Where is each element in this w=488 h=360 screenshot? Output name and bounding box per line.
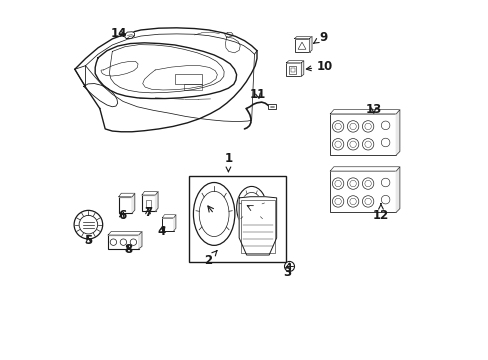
Polygon shape: [162, 215, 176, 218]
Polygon shape: [395, 110, 399, 155]
Circle shape: [284, 261, 294, 271]
Bar: [108, 235, 139, 249]
Bar: [329, 114, 395, 155]
Bar: [329, 171, 395, 212]
Bar: [288, 66, 296, 73]
Polygon shape: [108, 231, 142, 235]
Polygon shape: [142, 192, 158, 195]
Text: 10: 10: [305, 60, 333, 73]
Polygon shape: [294, 36, 311, 39]
Polygon shape: [329, 110, 399, 114]
Text: 13: 13: [365, 103, 381, 116]
Text: 14: 14: [110, 27, 127, 40]
Polygon shape: [301, 61, 303, 76]
Bar: [290, 68, 294, 72]
Bar: [268, 104, 275, 109]
Text: 12: 12: [372, 204, 388, 222]
Polygon shape: [285, 61, 303, 63]
Polygon shape: [239, 197, 276, 255]
Text: 4: 4: [157, 225, 165, 238]
Text: 3: 3: [283, 263, 291, 279]
Bar: [145, 201, 151, 207]
Bar: [175, 73, 201, 84]
Polygon shape: [395, 167, 399, 212]
Circle shape: [79, 215, 98, 234]
Text: 11: 11: [249, 88, 265, 101]
Polygon shape: [155, 192, 158, 211]
Bar: [162, 218, 173, 231]
Text: 8: 8: [124, 243, 132, 256]
Polygon shape: [309, 36, 311, 52]
Text: 1: 1: [224, 152, 232, 172]
Bar: [285, 63, 301, 76]
Bar: [183, 84, 201, 90]
Bar: [142, 195, 155, 211]
Text: 2: 2: [203, 251, 217, 267]
Bar: [189, 176, 285, 262]
Polygon shape: [124, 32, 134, 39]
Bar: [294, 39, 309, 52]
Polygon shape: [119, 193, 135, 197]
Polygon shape: [173, 215, 176, 231]
Text: 6: 6: [118, 209, 126, 222]
Polygon shape: [139, 231, 142, 249]
Polygon shape: [329, 167, 399, 171]
Text: 7: 7: [143, 206, 152, 219]
Text: 9: 9: [313, 31, 326, 44]
Text: 5: 5: [84, 234, 92, 247]
Polygon shape: [132, 193, 135, 213]
Bar: [241, 200, 274, 253]
Circle shape: [74, 210, 102, 239]
Bar: [119, 197, 132, 213]
